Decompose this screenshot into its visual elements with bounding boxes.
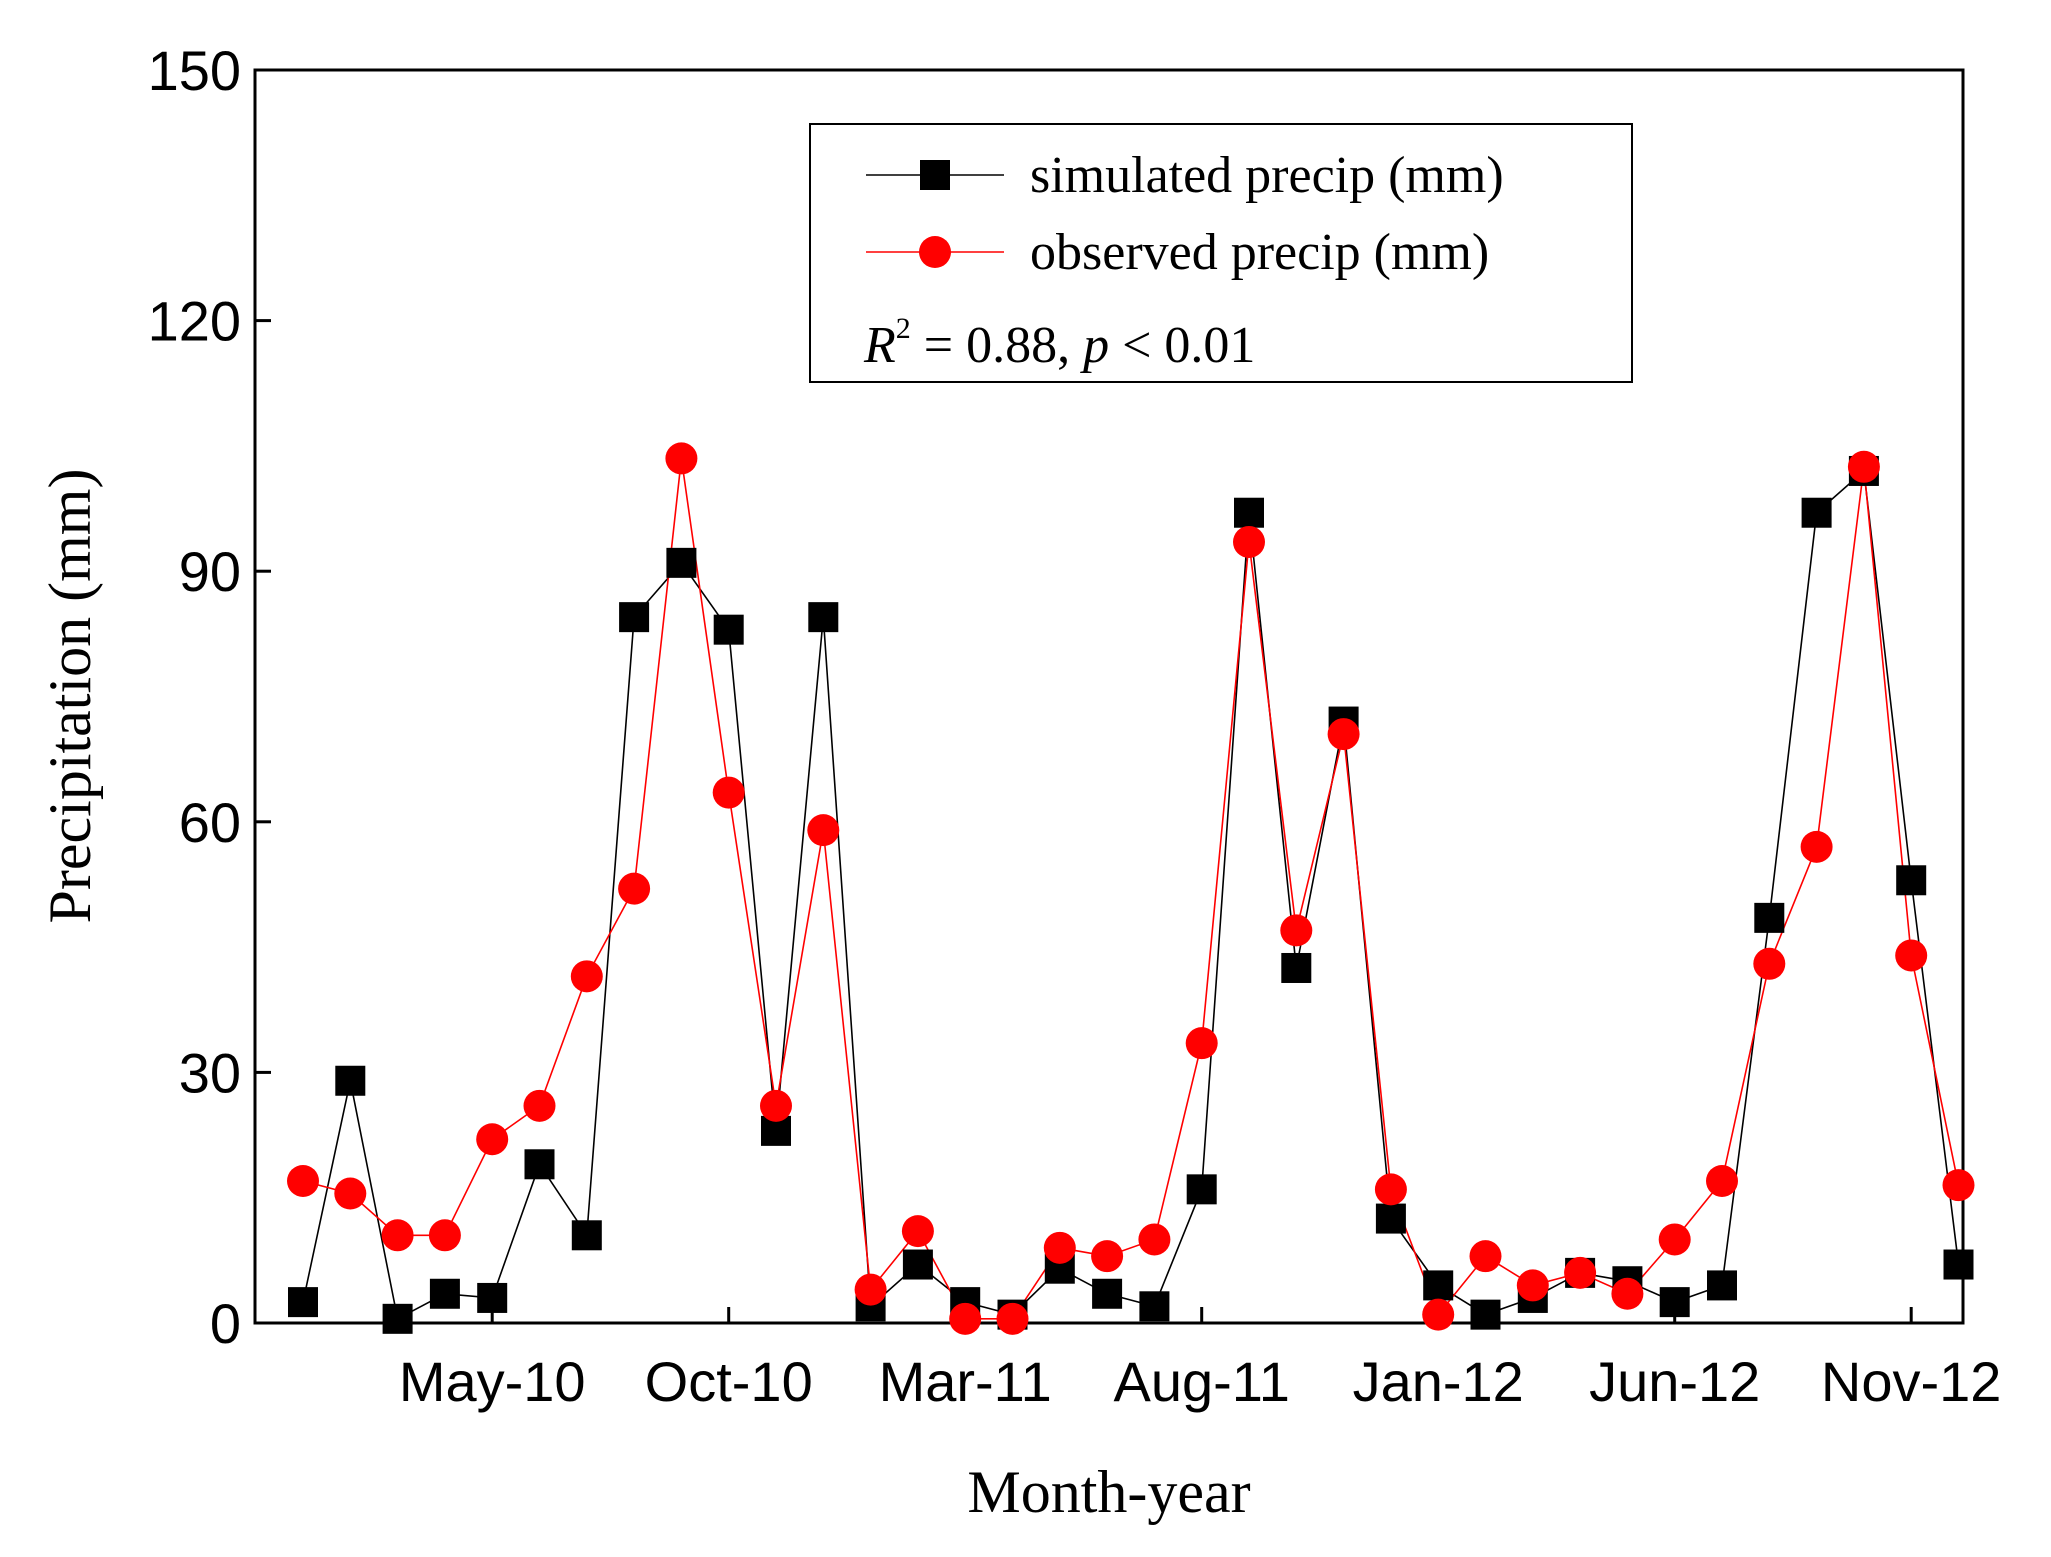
data-point-simulated xyxy=(902,1249,933,1280)
x-tick-label: Mar-11 xyxy=(879,1350,1052,1413)
data-point-observed xyxy=(570,960,603,993)
data-point-simulated xyxy=(1896,865,1927,896)
data-point-simulated xyxy=(666,547,697,578)
data-point-simulated xyxy=(571,1220,602,1251)
y-tick-label: 120 xyxy=(148,290,241,353)
x-axis-title: Month-year xyxy=(967,1459,1250,1525)
r-value: = 0.88, xyxy=(911,317,1083,374)
data-point-simulated xyxy=(524,1149,555,1180)
p-symbol: p xyxy=(1079,317,1109,374)
data-point-simulated xyxy=(288,1287,318,1318)
data-point-observed xyxy=(476,1123,509,1156)
data-point-observed xyxy=(1138,1223,1171,1256)
data-point-observed xyxy=(1658,1223,1691,1256)
data-point-observed xyxy=(1469,1240,1502,1273)
data-point-observed xyxy=(807,814,840,847)
data-point-observed xyxy=(1895,939,1928,972)
p-value: < 0.01 xyxy=(1109,317,1255,374)
data-point-simulated xyxy=(382,1303,413,1334)
data-point-observed xyxy=(1422,1298,1455,1331)
data-point-observed xyxy=(1280,914,1313,947)
data-point-observed xyxy=(949,1302,982,1335)
data-point-observed xyxy=(1374,1173,1407,1206)
legend-marker-observed xyxy=(919,236,951,268)
x-tick-label: Oct-10 xyxy=(645,1350,813,1413)
data-point-simulated xyxy=(1186,1174,1217,1205)
data-point-observed xyxy=(1043,1231,1076,1264)
x-tick-label: Nov-12 xyxy=(1821,1350,2002,1413)
x-tick-label: Aug-11 xyxy=(1113,1350,1289,1413)
data-point-simulated xyxy=(477,1282,508,1313)
data-point-simulated xyxy=(1234,497,1264,528)
y-tick-label: 150 xyxy=(148,39,241,102)
data-point-observed xyxy=(901,1215,934,1248)
plot-frame xyxy=(253,68,1965,1325)
data-point-observed xyxy=(1706,1164,1738,1197)
data-point-simulated xyxy=(1659,1287,1690,1318)
data-point-observed xyxy=(1516,1269,1549,1302)
data-point-simulated xyxy=(429,1278,460,1309)
x-tick-label: Jun-12 xyxy=(1589,1350,1760,1413)
data-point-simulated xyxy=(1754,902,1785,933)
y-tick-label: 30 xyxy=(179,1041,241,1104)
data-point-observed xyxy=(854,1273,887,1306)
data-point-observed xyxy=(1942,1169,1975,1202)
data-point-observed xyxy=(996,1302,1029,1335)
data-point-observed xyxy=(381,1219,414,1252)
y-tick-label: 60 xyxy=(179,791,241,854)
data-point-observed xyxy=(1800,830,1833,863)
data-point-observed xyxy=(1564,1256,1597,1289)
r-symbol: R xyxy=(863,317,896,374)
data-point-simulated xyxy=(1423,1270,1454,1301)
data-point-simulated xyxy=(1801,497,1832,528)
r-squared-annotation: R2 = 0.88, p < 0.01 xyxy=(863,312,1255,374)
data-point-observed xyxy=(1611,1277,1644,1310)
x-tick-label: May-10 xyxy=(399,1350,586,1413)
y-axis-title: Precipitation (mm) xyxy=(37,469,103,924)
data-point-observed xyxy=(1233,525,1265,558)
data-point-simulated xyxy=(1375,1203,1406,1234)
legend-label-observed: observed precip (mm) xyxy=(1030,224,1489,281)
series-markers xyxy=(287,442,1975,1335)
x-axis: May-10 Oct-10 Mar-11 Aug-11 Jan-12 Jun-12 Nov-… xyxy=(399,1307,2002,1413)
y-tick-label: 90 xyxy=(179,540,241,603)
data-point-simulated xyxy=(1139,1291,1170,1322)
data-point-simulated xyxy=(1470,1299,1501,1330)
data-point-simulated xyxy=(808,602,839,633)
data-point-observed xyxy=(760,1089,792,1122)
data-point-simulated xyxy=(1281,952,1312,983)
legend: simulated precip (mm) observed precip (m… xyxy=(809,123,1633,383)
y-tick-label: 0 xyxy=(210,1292,241,1355)
data-point-simulated xyxy=(1092,1278,1123,1309)
legend-marker-simulated xyxy=(920,160,950,190)
data-point-observed xyxy=(1847,450,1880,483)
legend-label-simulated: simulated precip (mm) xyxy=(1030,147,1504,204)
data-point-observed xyxy=(618,872,651,905)
data-point-observed xyxy=(1327,718,1360,751)
x-tick-label: Jan-12 xyxy=(1353,1350,1524,1413)
data-point-observed xyxy=(428,1219,461,1252)
data-point-observed xyxy=(1753,947,1786,980)
data-point-simulated xyxy=(713,614,744,645)
data-point-observed xyxy=(712,776,745,809)
y-axis: 0 30 60 90 120 150 xyxy=(148,39,271,1355)
data-point-observed xyxy=(287,1164,319,1197)
data-point-observed xyxy=(665,442,698,475)
data-point-observed xyxy=(523,1089,556,1122)
data-point-simulated xyxy=(1707,1270,1737,1301)
data-point-simulated xyxy=(335,1065,366,1096)
data-point-observed xyxy=(1185,1027,1218,1060)
data-point-simulated xyxy=(1943,1249,1974,1280)
r-superscript: 2 xyxy=(896,312,911,345)
data-point-observed xyxy=(334,1177,367,1210)
data-point-simulated xyxy=(619,602,650,633)
data-point-observed xyxy=(1091,1240,1124,1273)
